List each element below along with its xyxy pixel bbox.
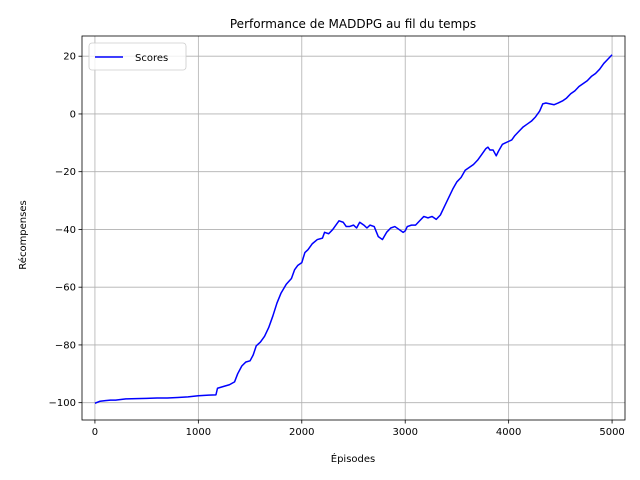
- plot-area: 0 1000 2000 3000 4000 5000 −100 −80 −60 −40 −20 0 20…: [49, 35, 626, 438]
- x-tick-label: 2000: [289, 427, 314, 438]
- legend-box: [88, 42, 187, 71]
- x-tick-label: 1000: [186, 427, 211, 438]
- y-tick-label: 0: [70, 109, 76, 120]
- y-tick-label: −60: [55, 283, 76, 294]
- axes-frame: [81, 35, 626, 421]
- x-tick-label: 3000: [392, 427, 417, 438]
- chart-title: Performance de MADDPG au fil du temps: [230, 17, 476, 31]
- legend-label: Scores: [135, 53, 168, 64]
- x-tick-label: 0: [92, 427, 98, 438]
- series-line-scores: [94, 54, 613, 404]
- y-tick-label: −100: [49, 398, 76, 409]
- y-tick-label: 20: [63, 52, 76, 63]
- x-tick-label: 5000: [599, 427, 624, 438]
- x-tick-label: 4000: [496, 427, 521, 438]
- x-axis-label: Épisodes: [331, 452, 375, 465]
- y-tick-label: −80: [55, 340, 76, 351]
- y-axis-label: Récompenses: [17, 200, 29, 269]
- y-tick-label: −40: [55, 225, 76, 236]
- y-tick-label: −20: [55, 167, 76, 178]
